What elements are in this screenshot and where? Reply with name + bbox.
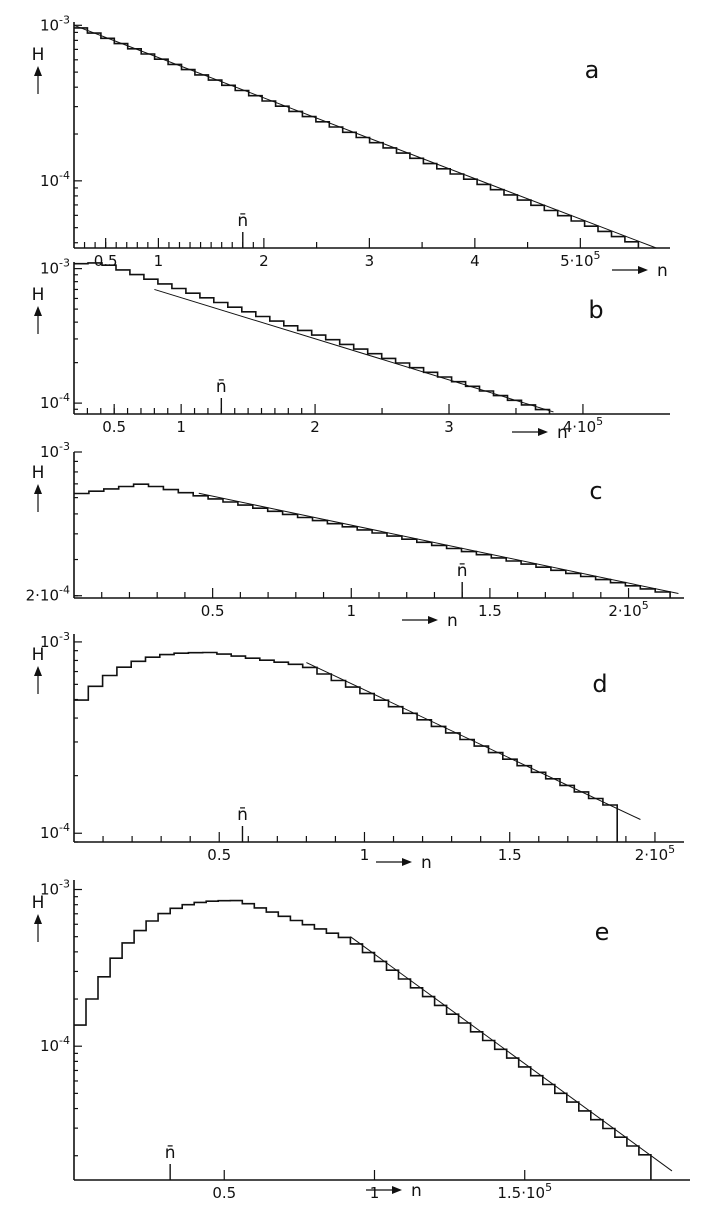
x-axis-arrowhead [638,266,648,274]
x-axis-label: n [657,261,668,281]
x-tick-label: 0.5 [207,846,231,864]
y-tick-label: 10-3 [40,630,70,651]
fit-line [198,492,679,595]
panel-b: 10-3 10-4 0.5 1 2 3 4·105 n̄ b Hn [32,257,670,443]
x-tick-label: 2·105 [608,599,648,620]
x-tick-label: 1 [360,846,370,864]
x-axis-arrowhead [428,616,438,624]
x-axis-arrowhead [392,1186,402,1194]
y-axis-arrowhead [34,914,42,924]
histogram-series [74,27,640,248]
x-tick-label: 2 [259,252,269,270]
fit-line [306,662,641,820]
x-axis-label: n [421,853,432,873]
panel-letter: e [595,918,610,946]
y-axis-label: H [32,893,45,913]
x-axis-label: n [447,611,458,631]
y-tick-label: 10-4 [40,1034,70,1055]
fit-line [154,288,554,413]
x-tick-label: 1.5 [498,846,522,864]
y-tick-label: 10-3 [40,257,70,278]
x-tick-label: 1 [370,1184,380,1202]
x-tick-label: 5·105 [560,249,600,270]
x-tick-label: 1.5 [478,602,502,620]
x-tick-label: 1 [154,252,164,270]
x-tick-label: 4 [470,252,480,270]
fit-line [73,24,657,249]
fit-line [350,936,673,1172]
panel-letter: c [589,477,602,505]
y-axis-label: H [32,645,45,665]
x-tick-label: 3 [365,252,375,270]
x-axis-label: n [411,1181,422,1201]
x-tick-label: 0.5 [94,252,118,270]
x-tick-label: 2·105 [635,843,675,864]
x-axis-label: n [557,423,568,443]
nbar-label: n̄ [216,377,227,397]
y-axis-arrowhead [34,306,42,316]
y-tick-label: 10-4 [40,169,70,190]
x-tick-label: 4·105 [563,415,603,436]
nbar-label: n̄ [165,1143,176,1163]
y-tick-label: 10-3 [40,440,70,461]
y-tick-label: 10-3 [40,878,70,899]
panel-letter: d [592,670,607,698]
x-tick-label: 0.5 [102,418,126,436]
panel-a: 10-3 10-4 0.5 1 2 3 4 5·105 n̄ a Hn [32,13,670,281]
y-axis-label: H [32,285,45,305]
panel-e: 10-3 10-4 0.5 1 1.5·105 n̄ e Hn [32,878,690,1202]
x-axis-arrowhead [402,858,412,866]
x-tick-label: 1.5·105 [497,1181,552,1202]
x-tick-label: 0.5 [212,1184,236,1202]
y-axis-arrowhead [34,484,42,494]
y-axis-label: H [32,45,45,65]
nbar-label: n̄ [457,561,468,581]
histogram-series [74,899,652,1180]
nbar-label: n̄ [237,211,248,231]
nbar-label: n̄ [237,805,248,825]
y-tick-label: 10-4 [40,821,70,842]
panel-letter: a [585,56,600,84]
panel-letter: b [588,296,603,324]
y-tick-label: 10-3 [40,13,70,34]
x-tick-label: 1 [346,602,356,620]
y-tick-label: 2·10-4 [26,584,70,605]
histogram-series [74,483,671,598]
y-axis-label: H [32,463,45,483]
x-tick-label: 1 [176,418,186,436]
histogram-series [74,262,551,414]
panel-d: 10-3 10-4 0.5 1 1.5 2·105 n̄ d Hn [32,630,684,873]
y-axis-arrowhead [34,66,42,76]
y-axis-arrowhead [34,666,42,676]
y-tick-label: 10-4 [40,391,70,412]
x-tick-label: 2 [310,418,320,436]
x-tick-label: 3 [444,418,454,436]
panel-c: 10-3 2·10-4 0.5 1 1.5 2·105 n̄ c Hn [26,440,684,631]
x-tick-label: 0.5 [201,602,225,620]
x-axis-arrowhead [538,428,548,436]
